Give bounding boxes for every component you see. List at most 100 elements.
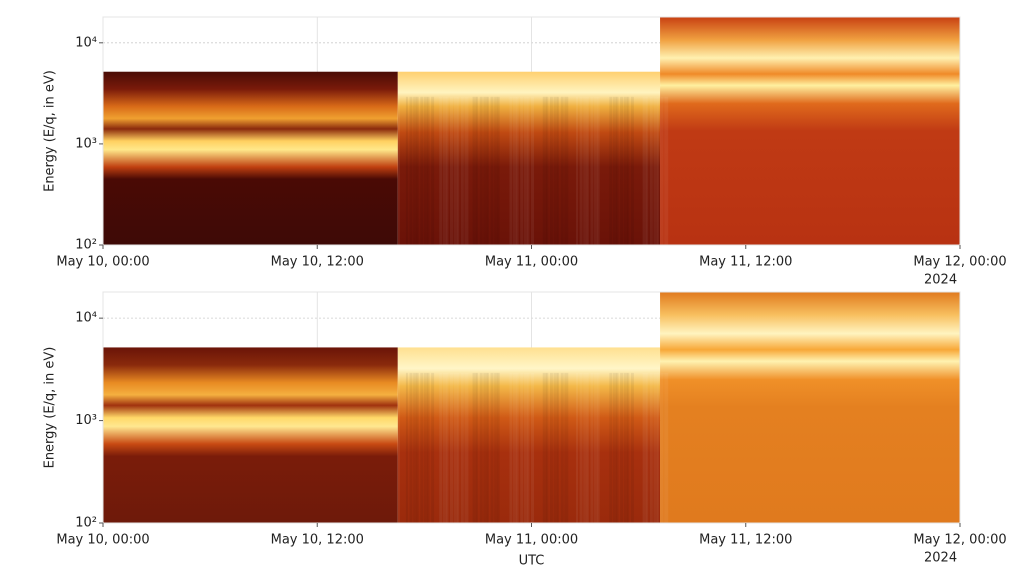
streak <box>453 96 458 245</box>
y-tick-label: 10² <box>75 516 97 531</box>
streak <box>409 372 413 523</box>
streak <box>594 372 599 523</box>
x-offset-label: 2024 <box>924 273 957 288</box>
streak <box>416 96 419 245</box>
streak <box>612 372 617 523</box>
streak <box>560 96 564 245</box>
streak <box>664 372 669 523</box>
streak <box>623 372 628 523</box>
x-offset-label: 2024 <box>924 551 957 566</box>
streak <box>576 372 579 523</box>
streak <box>442 96 447 245</box>
streak <box>420 96 424 245</box>
y-tick-label: 10³ <box>75 413 97 428</box>
streak <box>620 96 624 245</box>
streak <box>616 372 619 523</box>
streak <box>579 372 583 523</box>
streak <box>420 372 424 523</box>
streak <box>583 372 588 523</box>
streak <box>623 96 628 245</box>
streak <box>497 96 500 245</box>
spectrogram <box>103 292 960 523</box>
streak <box>450 372 454 523</box>
streak <box>586 372 589 523</box>
streak <box>646 372 649 523</box>
streak <box>531 96 535 245</box>
x-tick-label: May 10, 12:00 <box>271 255 364 270</box>
streak <box>483 96 488 245</box>
streak <box>579 96 583 245</box>
streak <box>546 96 549 245</box>
spectrogram-region <box>397 71 661 245</box>
streak <box>490 96 494 245</box>
spectrogram-region <box>397 347 661 523</box>
streak <box>653 372 658 523</box>
streak <box>464 96 469 245</box>
streak <box>494 372 499 523</box>
streak <box>446 372 449 523</box>
streak <box>546 372 549 523</box>
streak <box>609 372 613 523</box>
streak <box>442 372 447 523</box>
streak <box>553 372 558 523</box>
streak <box>479 96 483 245</box>
streak <box>594 96 599 245</box>
streak <box>405 372 408 523</box>
streak <box>597 372 600 523</box>
streak <box>427 372 430 523</box>
streak <box>490 372 494 523</box>
streak <box>549 372 553 523</box>
streak <box>513 96 518 245</box>
streak <box>527 96 530 245</box>
streak <box>446 96 449 245</box>
streak <box>397 96 400 245</box>
streak <box>523 96 528 245</box>
streak <box>413 372 418 523</box>
y-axis-label: Energy (E/q, in eV) <box>43 347 58 469</box>
streak <box>397 372 400 523</box>
spectrogram <box>103 17 960 245</box>
streak <box>486 372 489 523</box>
streak <box>657 372 660 523</box>
streak <box>590 372 594 523</box>
spectrogram-region <box>660 292 960 523</box>
streak <box>620 372 624 523</box>
streak <box>646 96 649 245</box>
streak <box>494 96 499 245</box>
streak <box>476 372 479 523</box>
streak <box>583 96 588 245</box>
streak <box>423 372 428 523</box>
streak <box>531 372 535 523</box>
streak <box>653 96 658 245</box>
streak <box>564 372 569 523</box>
streak <box>649 372 653 523</box>
streak <box>483 372 488 523</box>
streak <box>612 96 617 245</box>
streak <box>516 96 519 245</box>
streak <box>516 372 519 523</box>
streak <box>664 96 669 245</box>
streak <box>553 96 558 245</box>
x-tick-label: May 12, 00:00 <box>913 533 1006 548</box>
streak <box>439 96 443 245</box>
streak <box>557 372 560 523</box>
streak <box>630 372 634 523</box>
streak <box>649 96 653 245</box>
streak <box>457 372 460 523</box>
streak <box>630 96 634 245</box>
streak <box>586 96 589 245</box>
streak <box>627 372 630 523</box>
streak <box>423 96 428 245</box>
x-tick-label: May 11, 00:00 <box>485 255 578 270</box>
streak <box>431 372 435 523</box>
streak <box>527 372 530 523</box>
spectrogram-region <box>103 71 398 245</box>
x-axis-label: UTC <box>519 554 545 569</box>
streak <box>542 96 547 245</box>
x-tick-label: May 11, 12:00 <box>699 255 792 270</box>
x-tick-label: May 11, 00:00 <box>485 533 578 548</box>
streak <box>660 372 664 523</box>
y-axis-label: Energy (E/q, in eV) <box>43 70 58 192</box>
streak <box>460 96 464 245</box>
x-tick-label: May 11, 12:00 <box>699 533 792 548</box>
